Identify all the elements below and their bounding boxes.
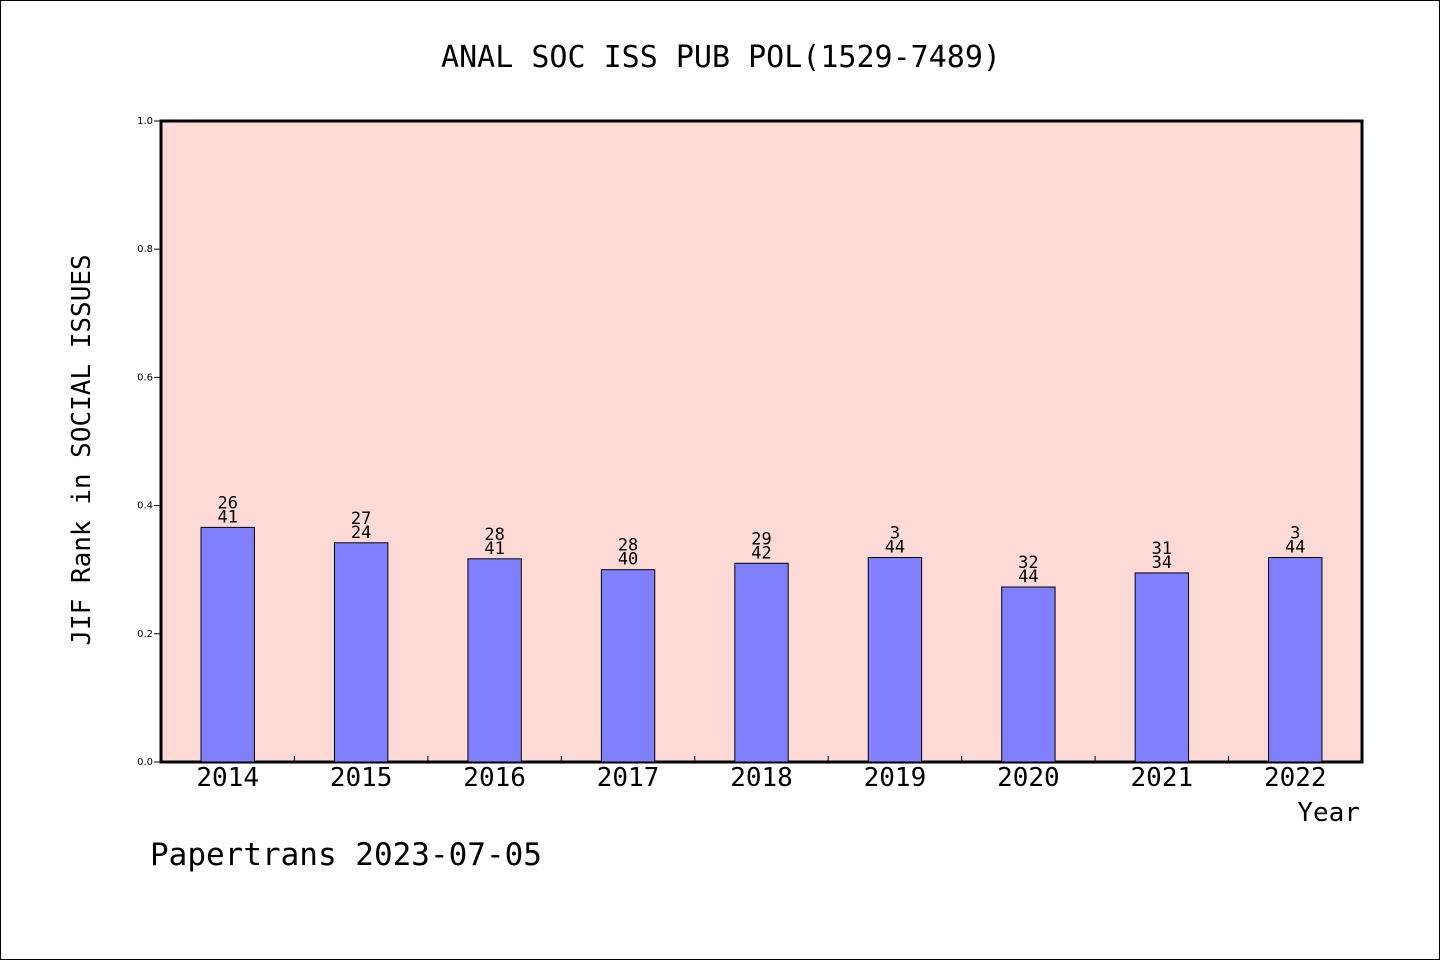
x-axis-label: Year bbox=[1297, 798, 1360, 828]
x-tick-label: 2021 bbox=[1131, 763, 1194, 793]
bar-label-total: 44 bbox=[1018, 567, 1038, 587]
bar bbox=[1134, 572, 1190, 763]
bar-label-rank: 28 bbox=[484, 525, 504, 545]
footer-credit: Papertrans 2023-07-05 bbox=[150, 837, 542, 873]
x-tick-label: 2022 bbox=[1264, 763, 1327, 793]
bar bbox=[333, 542, 389, 763]
x-tick-label: 2017 bbox=[597, 763, 660, 793]
bar-label-total: 41 bbox=[217, 507, 237, 527]
x-tick-label: 2015 bbox=[330, 763, 393, 793]
y-tick-label: 0.8 bbox=[137, 244, 153, 255]
bar bbox=[467, 558, 522, 763]
x-axis: 2014 2015 2016 2017 2018 2019 2020 2021 2022 bbox=[196, 756, 1327, 793]
bar-label-total: 42 bbox=[751, 543, 771, 563]
bar-label-total: 44 bbox=[1285, 538, 1305, 558]
chart-title: ANAL SOC ISS PUB POL(1529-7489) bbox=[441, 40, 1001, 75]
bar bbox=[734, 562, 789, 763]
bar bbox=[1268, 557, 1323, 763]
x-tick-label: 2018 bbox=[730, 763, 793, 793]
bar bbox=[200, 526, 255, 763]
bar-label-rank: 3 bbox=[890, 524, 900, 544]
bar-label-rank: 27 bbox=[351, 509, 371, 529]
bar-label-total: 40 bbox=[618, 550, 638, 570]
bar-label-total: 24 bbox=[351, 523, 371, 543]
bar-label-rank: 31 bbox=[1152, 539, 1172, 559]
bar bbox=[1001, 586, 1056, 763]
x-tick-label: 2014 bbox=[196, 763, 259, 793]
bar bbox=[867, 557, 923, 763]
bar-label-rank: 3 bbox=[1290, 524, 1300, 544]
y-tick-label: 0.6 bbox=[137, 372, 153, 383]
bar-label-rank: 26 bbox=[217, 493, 237, 513]
bar-label-total: 41 bbox=[484, 539, 504, 559]
x-tick-label: 2020 bbox=[997, 763, 1060, 793]
bar-label-rank: 32 bbox=[1018, 553, 1038, 573]
x-tick-label: 2016 bbox=[463, 763, 526, 793]
bar bbox=[600, 569, 656, 763]
y-tick-label: 0.0 bbox=[137, 757, 153, 768]
y-tick-label: 0.2 bbox=[137, 629, 153, 640]
x-tick-label: 2019 bbox=[864, 763, 927, 793]
y-tick-label: 0.4 bbox=[137, 501, 153, 512]
bar-label-rank: 29 bbox=[751, 529, 771, 549]
y-tick-label: 1.0 bbox=[137, 116, 153, 127]
bar-label-total: 44 bbox=[885, 538, 905, 558]
bar-label-rank: 28 bbox=[618, 536, 638, 556]
y-axis-label: JIF Rank in SOCIAL ISSUES bbox=[67, 254, 97, 645]
y-axis: 0.0 0.2 0.4 0.6 0.8 1.0 bbox=[137, 116, 161, 768]
bar-label-total: 34 bbox=[1152, 553, 1172, 573]
